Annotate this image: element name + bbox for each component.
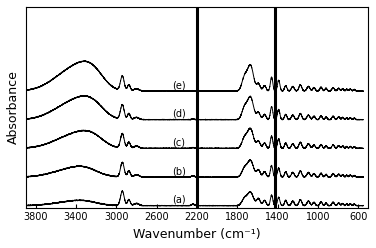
Text: (a): (a) — [172, 195, 185, 205]
Y-axis label: Absorbance: Absorbance — [7, 70, 20, 144]
Text: (c): (c) — [172, 138, 185, 148]
Text: (d): (d) — [172, 109, 185, 119]
Text: (e): (e) — [172, 80, 185, 90]
X-axis label: Wavenumber (cm⁻¹): Wavenumber (cm⁻¹) — [133, 228, 261, 241]
Text: (b): (b) — [172, 166, 186, 176]
